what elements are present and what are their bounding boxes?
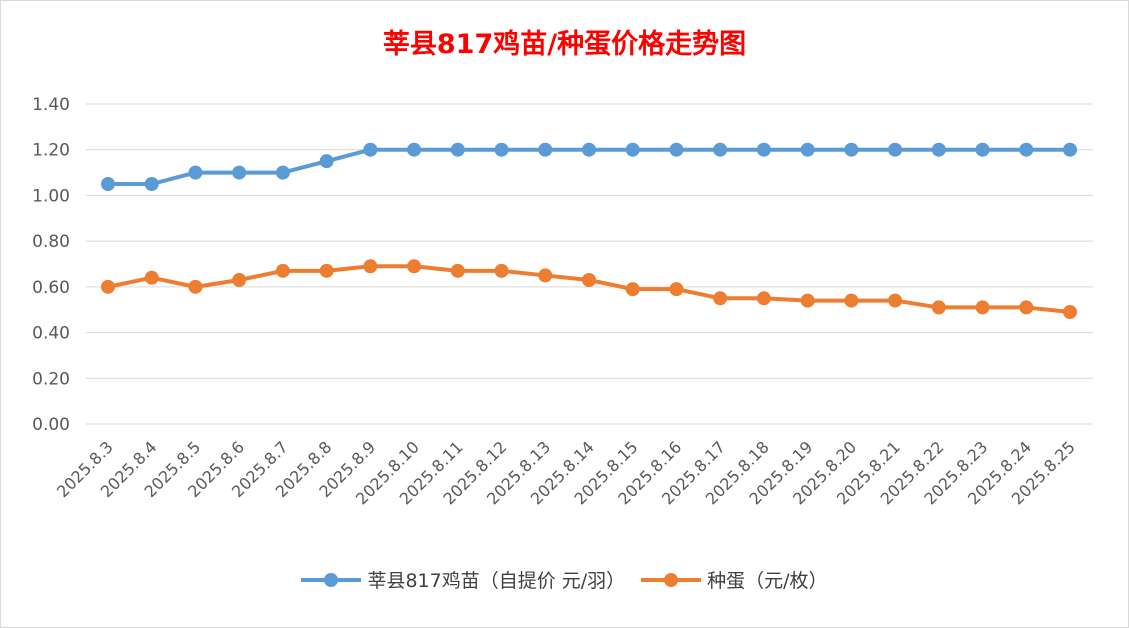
data-point-1: [625, 282, 640, 297]
chart-title: 莘县817鸡苗/种蛋价格走势图: [382, 29, 747, 60]
legend: 莘县817鸡苗（自提价 元/羽） 种蛋（元/枚）: [0, 566, 1129, 593]
legend-item-chicks: 莘县817鸡苗（自提价 元/羽）: [301, 566, 625, 593]
data-point-0: [1063, 142, 1077, 157]
data-point-0: [713, 142, 728, 157]
legend-marker-chicks: [324, 572, 339, 587]
legend-label-eggs: 种蛋（元/枚）: [707, 570, 828, 592]
legend-swatch-chicks: [301, 572, 362, 587]
data-point-0: [407, 142, 422, 157]
data-point-0: [669, 142, 684, 157]
data-point-1: [188, 279, 203, 294]
data-point-0: [538, 142, 553, 157]
y-tick-label: 0.80: [32, 232, 70, 252]
data-point-0: [319, 154, 334, 169]
legend-label-chicks: 莘县817鸡苗（自提价 元/羽）: [367, 570, 626, 592]
data-point-0: [975, 142, 990, 157]
legend-marker-eggs: [664, 572, 679, 587]
data-point-1: [1063, 305, 1077, 319]
data-point-0: [888, 142, 903, 157]
data-point-1: [669, 282, 684, 297]
y-tick-label: 1.00: [32, 186, 70, 206]
data-point-0: [1019, 142, 1034, 157]
data-point-0: [494, 142, 509, 157]
y-tick-label: 1.20: [32, 141, 70, 161]
data-point-1: [101, 279, 115, 294]
data-point-1: [888, 293, 903, 308]
data-point-1: [232, 273, 247, 287]
y-tick-label: 0.40: [32, 324, 70, 344]
data-point-1: [275, 263, 290, 278]
data-point-0: [275, 165, 290, 180]
data-point-1: [144, 270, 159, 285]
legend-swatch-eggs: [641, 572, 702, 587]
data-point-1: [800, 293, 815, 308]
y-tick-label: 0.20: [32, 369, 70, 389]
data-point-0: [101, 177, 115, 191]
data-point-1: [975, 300, 990, 315]
data-point-1: [713, 291, 728, 306]
data-point-1: [582, 273, 596, 287]
data-point-0: [756, 142, 771, 157]
data-point-0: [844, 142, 859, 157]
data-point-0: [363, 142, 378, 157]
y-tick-label: 0.60: [32, 278, 70, 298]
data-point-1: [494, 263, 509, 278]
data-point-1: [756, 291, 771, 306]
data-point-1: [931, 300, 946, 315]
data-point-1: [450, 263, 465, 278]
data-point-0: [582, 142, 596, 157]
data-point-0: [800, 142, 815, 157]
data-point-0: [931, 142, 946, 157]
data-point-1: [844, 293, 859, 308]
legend-item-eggs: 种蛋（元/枚）: [641, 566, 828, 593]
data-point-0: [625, 142, 640, 157]
data-point-1: [538, 268, 553, 283]
y-tick-label: 0.00: [32, 415, 70, 435]
data-point-1: [1019, 300, 1034, 315]
y-tick-label: 1.40: [32, 95, 70, 115]
x-axis-ticks: 2025.8.32025.8.42025.8.52025.8.62025.8.7…: [53, 437, 1079, 508]
series-layer: [101, 142, 1077, 319]
data-point-0: [232, 165, 247, 180]
data-point-0: [450, 142, 465, 157]
data-point-1: [363, 259, 378, 274]
data-point-1: [407, 259, 422, 274]
data-point-0: [188, 165, 203, 180]
data-point-1: [319, 263, 334, 278]
data-point-0: [144, 177, 159, 191]
y-axis-ticks: 0.00 0.20 0.40 0.60 0.80 1.00 1.20 1.40: [32, 95, 70, 435]
